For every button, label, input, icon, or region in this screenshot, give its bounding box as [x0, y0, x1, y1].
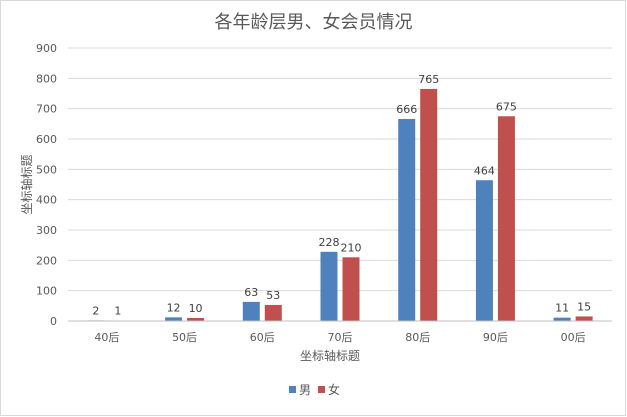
x-tick-label: 80后	[405, 331, 430, 344]
y-tick-label: 600	[36, 133, 57, 146]
x-tick-label: 70后	[328, 331, 353, 344]
x-axis-title: 坐标轴标题	[300, 348, 360, 363]
data-label: 53	[266, 289, 280, 302]
legend-swatch	[318, 386, 325, 393]
data-label: 63	[244, 286, 258, 299]
x-tick-label: 40后	[94, 331, 119, 344]
y-tick-label: 800	[36, 72, 57, 85]
data-label: 11	[555, 302, 569, 315]
data-label: 2	[92, 304, 99, 317]
data-label: 675	[496, 100, 517, 113]
bar	[420, 88, 438, 321]
data-label: 10	[189, 302, 203, 315]
y-tick-label: 0	[50, 315, 57, 328]
data-label: 228	[319, 236, 340, 249]
legend-swatch	[289, 386, 296, 393]
x-tick-label: 50后	[172, 331, 197, 344]
bar	[264, 304, 282, 321]
bar	[165, 317, 183, 321]
bar	[187, 317, 205, 321]
bar	[242, 301, 260, 321]
data-label: 464	[474, 164, 495, 177]
y-tick-label: 400	[36, 194, 57, 207]
data-label: 15	[577, 300, 591, 313]
data-label: 666	[396, 103, 417, 116]
y-tick-label: 100	[36, 285, 57, 298]
x-tick-label: 60后	[250, 331, 275, 344]
bar	[342, 257, 360, 321]
y-tick-label: 700	[36, 103, 57, 116]
x-tick-label: 90后	[483, 331, 508, 344]
data-label: 210	[341, 241, 362, 254]
bar	[553, 317, 571, 321]
data-label: 765	[418, 73, 439, 86]
y-axis-title: 坐标轴标题	[19, 154, 34, 214]
data-label: 12	[167, 301, 181, 314]
bar	[575, 316, 593, 321]
data-label: 1	[114, 305, 121, 318]
y-tick-label: 300	[36, 224, 57, 237]
bar	[497, 116, 515, 321]
y-tick-label: 200	[36, 254, 57, 267]
y-tick-label: 900	[36, 42, 57, 55]
chart-title: 各年龄层男、女会员情况	[214, 12, 413, 33]
x-tick-label: 00后	[561, 331, 586, 344]
legend-label: 女	[328, 382, 340, 397]
bar	[475, 180, 493, 321]
bar	[398, 118, 416, 321]
legend-label: 男	[299, 383, 311, 397]
y-tick-label: 500	[36, 163, 57, 176]
bar	[320, 251, 338, 321]
